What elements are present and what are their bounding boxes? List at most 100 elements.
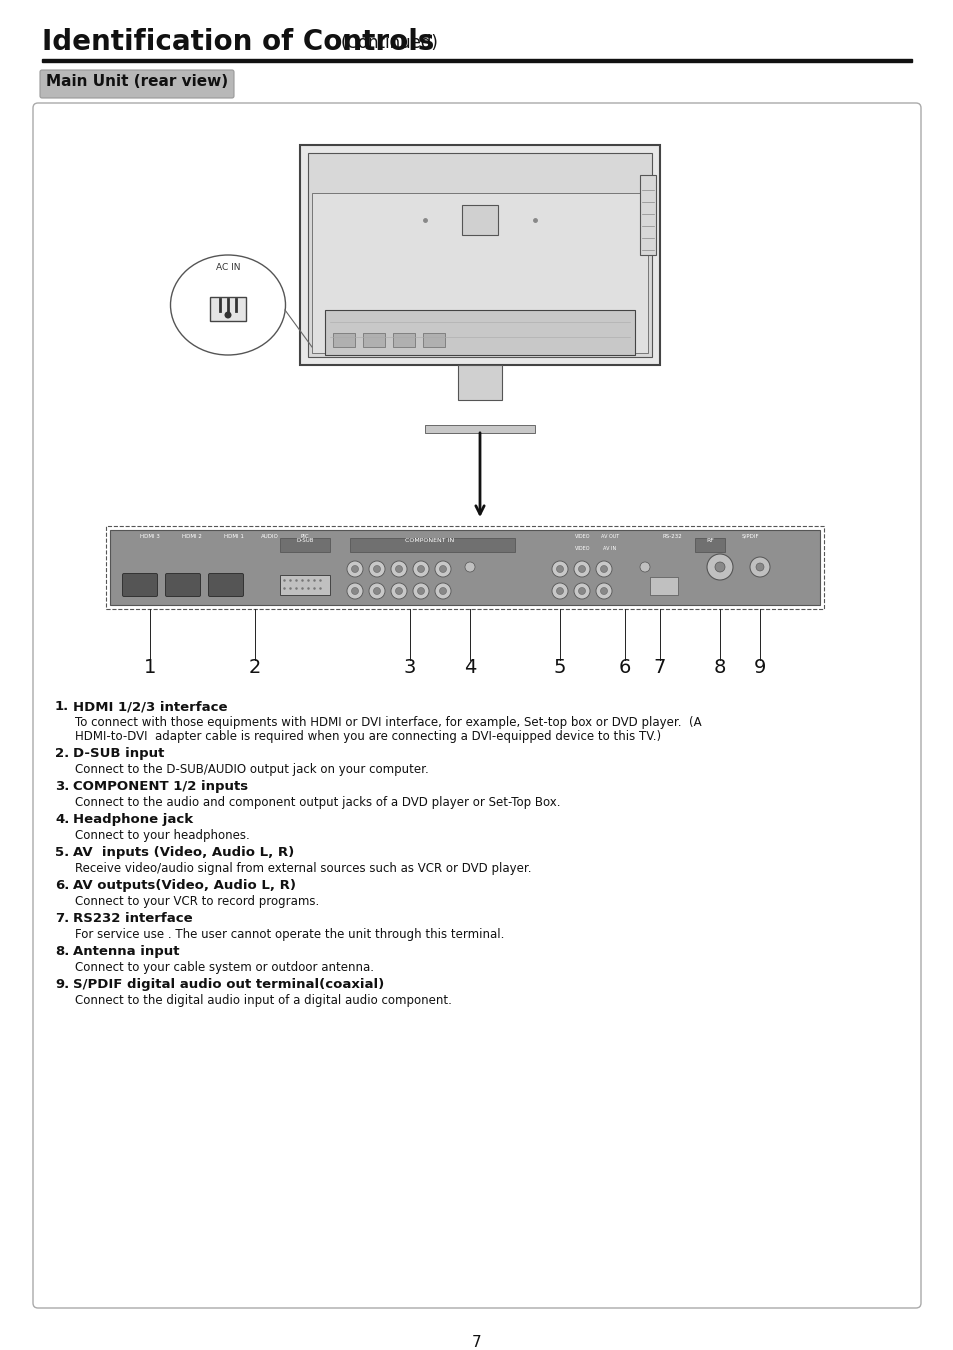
FancyBboxPatch shape <box>40 70 233 99</box>
Text: Receive video/audio signal from external sources such as VCR or DVD player.: Receive video/audio signal from external… <box>75 863 531 875</box>
Bar <box>695 539 724 552</box>
Circle shape <box>439 587 446 594</box>
Text: 2.: 2. <box>55 747 70 760</box>
Circle shape <box>391 583 407 599</box>
Text: Main Unit (rear view): Main Unit (rear view) <box>46 74 228 89</box>
Circle shape <box>706 554 732 580</box>
Text: 7.: 7. <box>55 913 70 925</box>
Text: Connect to your VCR to record programs.: Connect to your VCR to record programs. <box>75 895 319 909</box>
Circle shape <box>347 562 363 576</box>
Circle shape <box>599 566 607 572</box>
Text: 5: 5 <box>553 657 566 676</box>
Text: Connect to the D-SUB/AUDIO output jack on your computer.: Connect to the D-SUB/AUDIO output jack o… <box>75 763 428 776</box>
Circle shape <box>413 583 429 599</box>
Circle shape <box>749 558 769 576</box>
FancyBboxPatch shape <box>165 574 200 597</box>
Text: Connect to your headphones.: Connect to your headphones. <box>75 829 250 842</box>
Circle shape <box>351 587 358 594</box>
Text: HDMI 2: HDMI 2 <box>182 535 202 539</box>
Text: 4.: 4. <box>55 813 70 826</box>
Circle shape <box>413 562 429 576</box>
Circle shape <box>556 587 563 594</box>
Text: 4: 4 <box>463 657 476 676</box>
Circle shape <box>435 583 451 599</box>
Circle shape <box>552 583 567 599</box>
Circle shape <box>574 562 589 576</box>
Text: AV  inputs (Video, Audio L, R): AV inputs (Video, Audio L, R) <box>73 846 294 859</box>
Text: 5.: 5. <box>55 846 70 859</box>
Text: AV OUT: AV OUT <box>600 535 618 539</box>
Circle shape <box>552 562 567 576</box>
Bar <box>457 364 501 400</box>
Circle shape <box>391 562 407 576</box>
Text: 1: 1 <box>144 657 156 676</box>
Text: 9: 9 <box>753 657 765 676</box>
Circle shape <box>596 583 612 599</box>
Bar <box>280 575 330 595</box>
Circle shape <box>395 587 402 594</box>
Bar <box>393 333 415 347</box>
Text: Connect to the audio and component output jacks of a DVD player or Set-Top Box.: Connect to the audio and component outpu… <box>75 796 560 809</box>
Circle shape <box>714 562 724 572</box>
Circle shape <box>755 563 763 571</box>
Bar <box>424 425 535 433</box>
Text: HDMI 1/2/3 interface: HDMI 1/2/3 interface <box>73 701 227 713</box>
Circle shape <box>417 566 424 572</box>
Text: RS-232: RS-232 <box>661 535 681 539</box>
Circle shape <box>374 587 380 594</box>
Text: Connect to the digital audio input of a digital audio component.: Connect to the digital audio input of a … <box>75 994 452 1007</box>
Text: For service use . The user cannot operate the unit through this terminal.: For service use . The user cannot operat… <box>75 927 504 941</box>
Text: 2: 2 <box>249 657 261 676</box>
Text: D-SUB input: D-SUB input <box>73 747 164 760</box>
Circle shape <box>395 566 402 572</box>
Bar <box>210 297 246 321</box>
Text: AV outputs(Video, Audio L, R): AV outputs(Video, Audio L, R) <box>73 879 295 892</box>
Text: 7: 7 <box>653 657 665 676</box>
Text: HDMI 3: HDMI 3 <box>140 535 160 539</box>
FancyBboxPatch shape <box>209 574 243 597</box>
Text: 1.: 1. <box>55 701 70 713</box>
Text: 9.: 9. <box>55 977 70 991</box>
Circle shape <box>435 562 451 576</box>
Bar <box>350 539 515 552</box>
Circle shape <box>639 562 649 572</box>
Text: (Continued): (Continued) <box>340 34 438 53</box>
FancyBboxPatch shape <box>122 574 157 597</box>
Text: PIC: PIC <box>300 535 309 539</box>
Circle shape <box>596 562 612 576</box>
Circle shape <box>369 583 385 599</box>
Circle shape <box>224 312 232 319</box>
Text: COMPONENT IN: COMPONENT IN <box>405 539 455 543</box>
Text: AUDIO: AUDIO <box>261 535 278 539</box>
Ellipse shape <box>171 255 285 355</box>
Text: COMPONENT 1/2 inputs: COMPONENT 1/2 inputs <box>73 780 248 792</box>
Text: Headphone jack: Headphone jack <box>73 813 193 826</box>
Circle shape <box>351 566 358 572</box>
Text: RS232 interface: RS232 interface <box>73 913 193 925</box>
Text: RF: RF <box>705 539 713 543</box>
Text: D-SUB: D-SUB <box>296 539 314 543</box>
Text: To connect with those equipments with HDMI or DVI interface, for example, Set-to: To connect with those equipments with HD… <box>75 716 700 729</box>
Circle shape <box>574 583 589 599</box>
Text: HDMI-to-DVI  adapter cable is required when you are connecting a DVI-equipped de: HDMI-to-DVI adapter cable is required wh… <box>75 730 660 742</box>
Bar <box>649 576 678 595</box>
Text: AC IN: AC IN <box>215 263 240 271</box>
Bar <box>363 333 385 347</box>
Bar <box>333 333 355 347</box>
Circle shape <box>464 562 475 572</box>
Bar <box>639 176 656 255</box>
Circle shape <box>556 566 563 572</box>
Bar <box>325 310 635 355</box>
Circle shape <box>374 566 380 572</box>
Text: 8: 8 <box>713 657 725 676</box>
Text: VIDEO: VIDEO <box>575 545 590 551</box>
FancyBboxPatch shape <box>33 103 920 1308</box>
Bar <box>312 193 647 352</box>
Bar <box>299 144 659 364</box>
Circle shape <box>417 587 424 594</box>
Bar <box>280 539 330 552</box>
Text: VIDEO: VIDEO <box>575 535 590 539</box>
Circle shape <box>439 566 446 572</box>
Bar <box>106 526 823 609</box>
Bar <box>308 153 651 356</box>
